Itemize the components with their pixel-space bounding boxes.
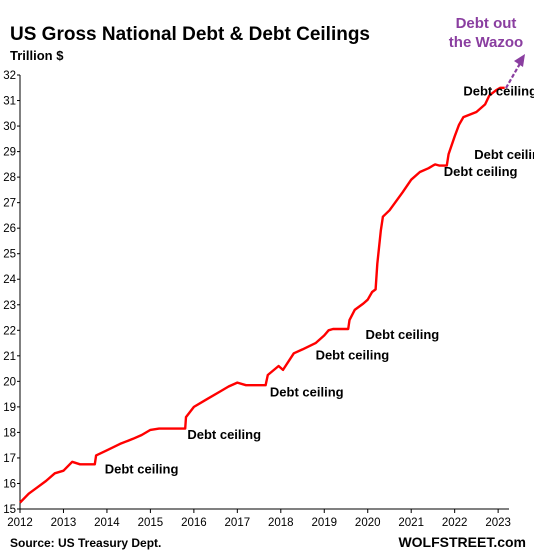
x-tick-label: 2019 [311, 517, 337, 529]
brand-logo: WOLFSTREET.com [398, 534, 526, 550]
y-tick-label: 29 [3, 147, 16, 159]
x-tick-label: 2015 [138, 517, 164, 529]
y-tick-label: 21 [3, 351, 16, 363]
y-tick-label: 24 [3, 274, 16, 286]
debt-ceiling-label: Debt ceiling [366, 327, 440, 342]
x-tick-label: 2012 [7, 517, 33, 529]
x-tick-label: 2016 [181, 517, 207, 529]
annotations-group: Debt ceiling Debt ceiling Debt ceiling Debt… [105, 83, 534, 476]
y-tick-label: 15 [3, 504, 16, 516]
debt-series-line [19, 86, 505, 504]
y-tick-label: 16 [3, 478, 16, 490]
chart-title: US Gross National Debt & Debt Ceilings [10, 24, 370, 45]
x-tick-label: 2023 [485, 517, 511, 529]
y-tick-label: 23 [3, 300, 16, 312]
debt-ceiling-label: Debt ceiling [316, 348, 390, 363]
y-tick-label: 20 [3, 376, 16, 388]
axes: 1516171819202122232425262728293031322012… [3, 70, 511, 529]
debt-ceiling-label: Debt ceiling [270, 385, 344, 400]
x-tick-label: 2018 [268, 517, 294, 529]
x-tick-label: 2022 [442, 517, 468, 529]
x-tick-label: 2014 [94, 517, 120, 529]
callout-arrowhead-icon [514, 54, 525, 67]
debt-ceiling-label: Debt ceiling [187, 427, 261, 442]
y-tick-label: 31 [3, 96, 16, 108]
x-tick-label: 2021 [398, 517, 424, 529]
y-tick-label: 17 [3, 453, 16, 465]
x-tick-label: 2017 [225, 517, 251, 529]
y-tick-label: 28 [3, 172, 16, 184]
debt-ceiling-label: Debt ceiling [463, 83, 534, 98]
source-note: Source: US Treasury Dept. [10, 536, 161, 550]
x-tick-label: 2020 [355, 517, 381, 529]
callout-line-1: Debt out [456, 15, 517, 32]
y-tick-label: 26 [3, 223, 16, 235]
y-tick-label: 19 [3, 402, 16, 414]
callout-arrow-shaft [505, 59, 523, 89]
callout-line-2: the Wazoo [449, 34, 523, 51]
y-tick-label: 18 [3, 427, 16, 439]
debt-ceiling-label: Debt ceiling [444, 164, 518, 179]
debt-ceiling-label: Debt ceiling [474, 147, 534, 162]
x-tick-label: 2013 [51, 517, 77, 529]
series-group [19, 86, 505, 504]
y-axis-unit-label: Trillion $ [10, 48, 64, 63]
y-tick-label: 27 [3, 198, 16, 210]
y-tick-label: 22 [3, 325, 16, 337]
y-tick-label: 30 [3, 121, 16, 133]
y-tick-label: 32 [3, 70, 16, 82]
debt-ceiling-label: Debt ceiling [105, 461, 179, 476]
y-tick-label: 25 [3, 249, 16, 261]
